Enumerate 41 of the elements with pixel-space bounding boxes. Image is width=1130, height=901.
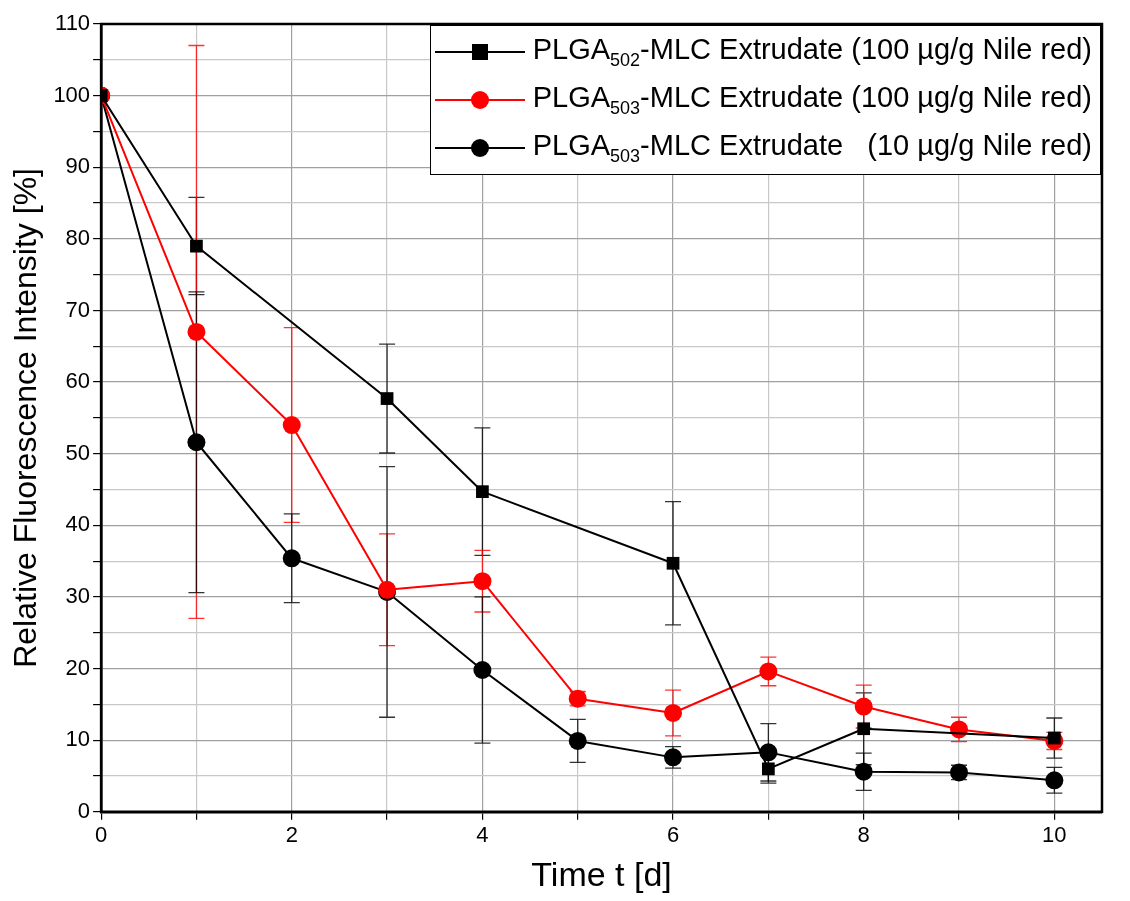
point	[187, 322, 206, 341]
y-tick-label: 80	[65, 224, 91, 250]
point	[190, 239, 203, 253]
point	[762, 762, 775, 776]
point	[282, 416, 301, 435]
point	[666, 556, 680, 570]
y-tick-label: 40	[65, 511, 91, 537]
point	[854, 697, 873, 716]
y-tick-label: 60	[65, 368, 91, 394]
x-tick-label: 6	[666, 822, 680, 848]
point	[380, 392, 394, 405]
point	[473, 661, 492, 679]
point	[473, 572, 492, 591]
point	[1045, 771, 1064, 790]
y-tick-label: 90	[65, 153, 91, 179]
point	[759, 662, 778, 681]
x-tick-label: 4	[476, 822, 489, 848]
y-tick-label: 30	[65, 583, 91, 609]
y-tick-label: 20	[65, 654, 91, 680]
point	[568, 731, 587, 750]
y-tick-label: 10	[65, 726, 91, 752]
point	[476, 485, 489, 499]
legend-label: PLGA$_{503}$-MLC Extrudate (100 µg/g Nile red)	[532, 81, 1092, 119]
x-tick-label: 0	[94, 822, 108, 848]
legend-label: PLGA$_{503}$-MLC Extrudate (10 µg/g Nile red)	[532, 129, 1092, 167]
point	[664, 703, 683, 722]
x-tick-label: 10	[1042, 822, 1067, 848]
x-tick-label: 2	[285, 822, 298, 848]
y-tick-label: 110	[55, 10, 91, 36]
y-tick-label: 100	[53, 81, 91, 107]
y-tick-label: 0	[77, 797, 91, 823]
legend-label: PLGA$_{502}$-MLC Extrudate (100 µg/g Nile red)	[532, 33, 1092, 71]
y-tick-label: 50	[65, 439, 91, 465]
point	[857, 722, 871, 736]
point	[854, 762, 873, 781]
y-axis-title: Relative Fluorescence Intensity [%]	[7, 168, 44, 668]
point	[187, 433, 206, 452]
point	[282, 549, 301, 568]
x-tick-label: 8	[857, 822, 870, 848]
x-axis-title: Time t [d]	[531, 854, 672, 893]
y-tick-label: 70	[65, 296, 91, 322]
